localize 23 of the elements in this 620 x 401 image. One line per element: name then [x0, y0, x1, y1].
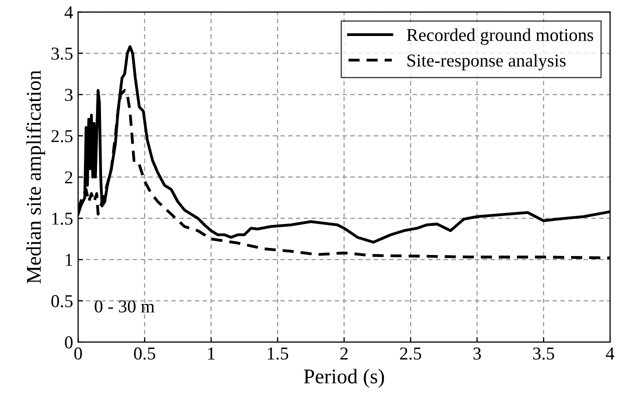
- x-tick-label: 2.5: [400, 347, 422, 360]
- legend-label: Recorded ground motions: [406, 28, 594, 45]
- y-tick-label: 3.5: [52, 48, 73, 60]
- y-tick-label: 0: [64, 336, 73, 348]
- x-tick-label: 3.5: [533, 347, 554, 360]
- y-tick-label: 4: [64, 6, 73, 18]
- x-tick-label: 4: [606, 348, 614, 360]
- y-tick-label: 3: [65, 88, 73, 101]
- x-tick-label: 2: [340, 347, 348, 360]
- x-tick-label: 0.5: [134, 347, 156, 360]
- y-tick-label: 2.5: [51, 130, 73, 142]
- legend-label: Site-response analysis: [407, 54, 566, 70]
- x-tick-label: 1.5: [268, 348, 288, 360]
- x-axis-title: Period (s): [304, 368, 384, 388]
- y-tick-label: 2: [65, 171, 72, 184]
- y-axis-title: Median site amplification: [26, 70, 46, 284]
- y-tick-label: 0.5: [51, 295, 73, 308]
- x-tick-label: 0: [74, 347, 82, 360]
- x-tick-label: 3: [473, 347, 481, 360]
- x-tick-label: 1: [208, 348, 215, 360]
- y-tick-label: 1: [66, 254, 72, 266]
- annotation: 0 - 30 m: [94, 300, 154, 313]
- y-tick-label: 1.5: [52, 212, 73, 225]
